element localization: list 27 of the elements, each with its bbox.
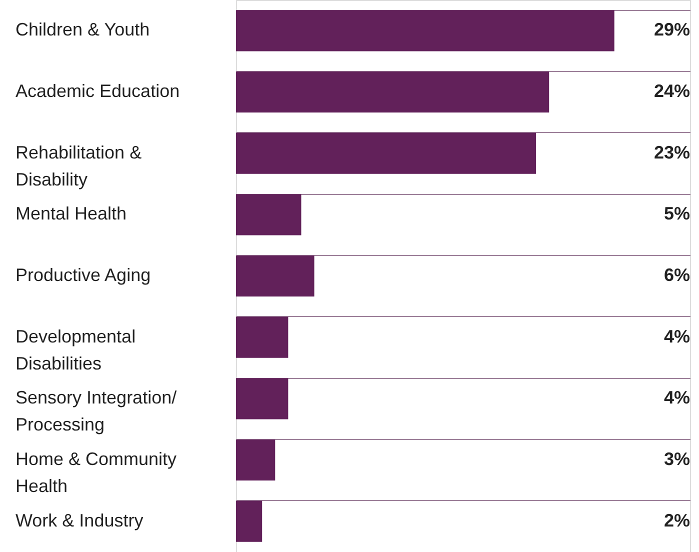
bar xyxy=(236,378,288,420)
data-label: 2% xyxy=(664,510,690,530)
data-label: 5% xyxy=(664,204,690,224)
y-tick-label: Academic Education xyxy=(16,81,180,101)
data-label: 6% xyxy=(664,265,690,285)
y-tick-label: Rehabilitation & Disability xyxy=(16,142,142,190)
y-tick-label: Mental Health xyxy=(16,204,127,224)
data-label: 29% xyxy=(654,20,690,40)
data-label: 4% xyxy=(664,326,690,346)
bar xyxy=(236,316,288,358)
data-label: 3% xyxy=(664,449,690,469)
y-tick-label: Children & Youth xyxy=(16,20,150,40)
y-tick-label: Developmental Disabilities xyxy=(16,326,136,374)
bar xyxy=(236,71,550,113)
y-tick-label: Sensory Integration/ Processing xyxy=(16,388,177,435)
bar xyxy=(236,255,314,297)
data-label: 23% xyxy=(654,142,690,162)
bar xyxy=(236,132,536,174)
data-label: 4% xyxy=(664,388,690,408)
bar xyxy=(236,439,276,481)
y-tick-label: Home & Community Health xyxy=(16,449,177,496)
y-tick-label: Work & Industry xyxy=(16,510,144,530)
bar xyxy=(236,500,262,542)
bar xyxy=(236,194,302,236)
y-tick-label: Productive Aging xyxy=(16,265,151,285)
bar xyxy=(236,10,614,52)
data-label: 24% xyxy=(654,81,690,101)
